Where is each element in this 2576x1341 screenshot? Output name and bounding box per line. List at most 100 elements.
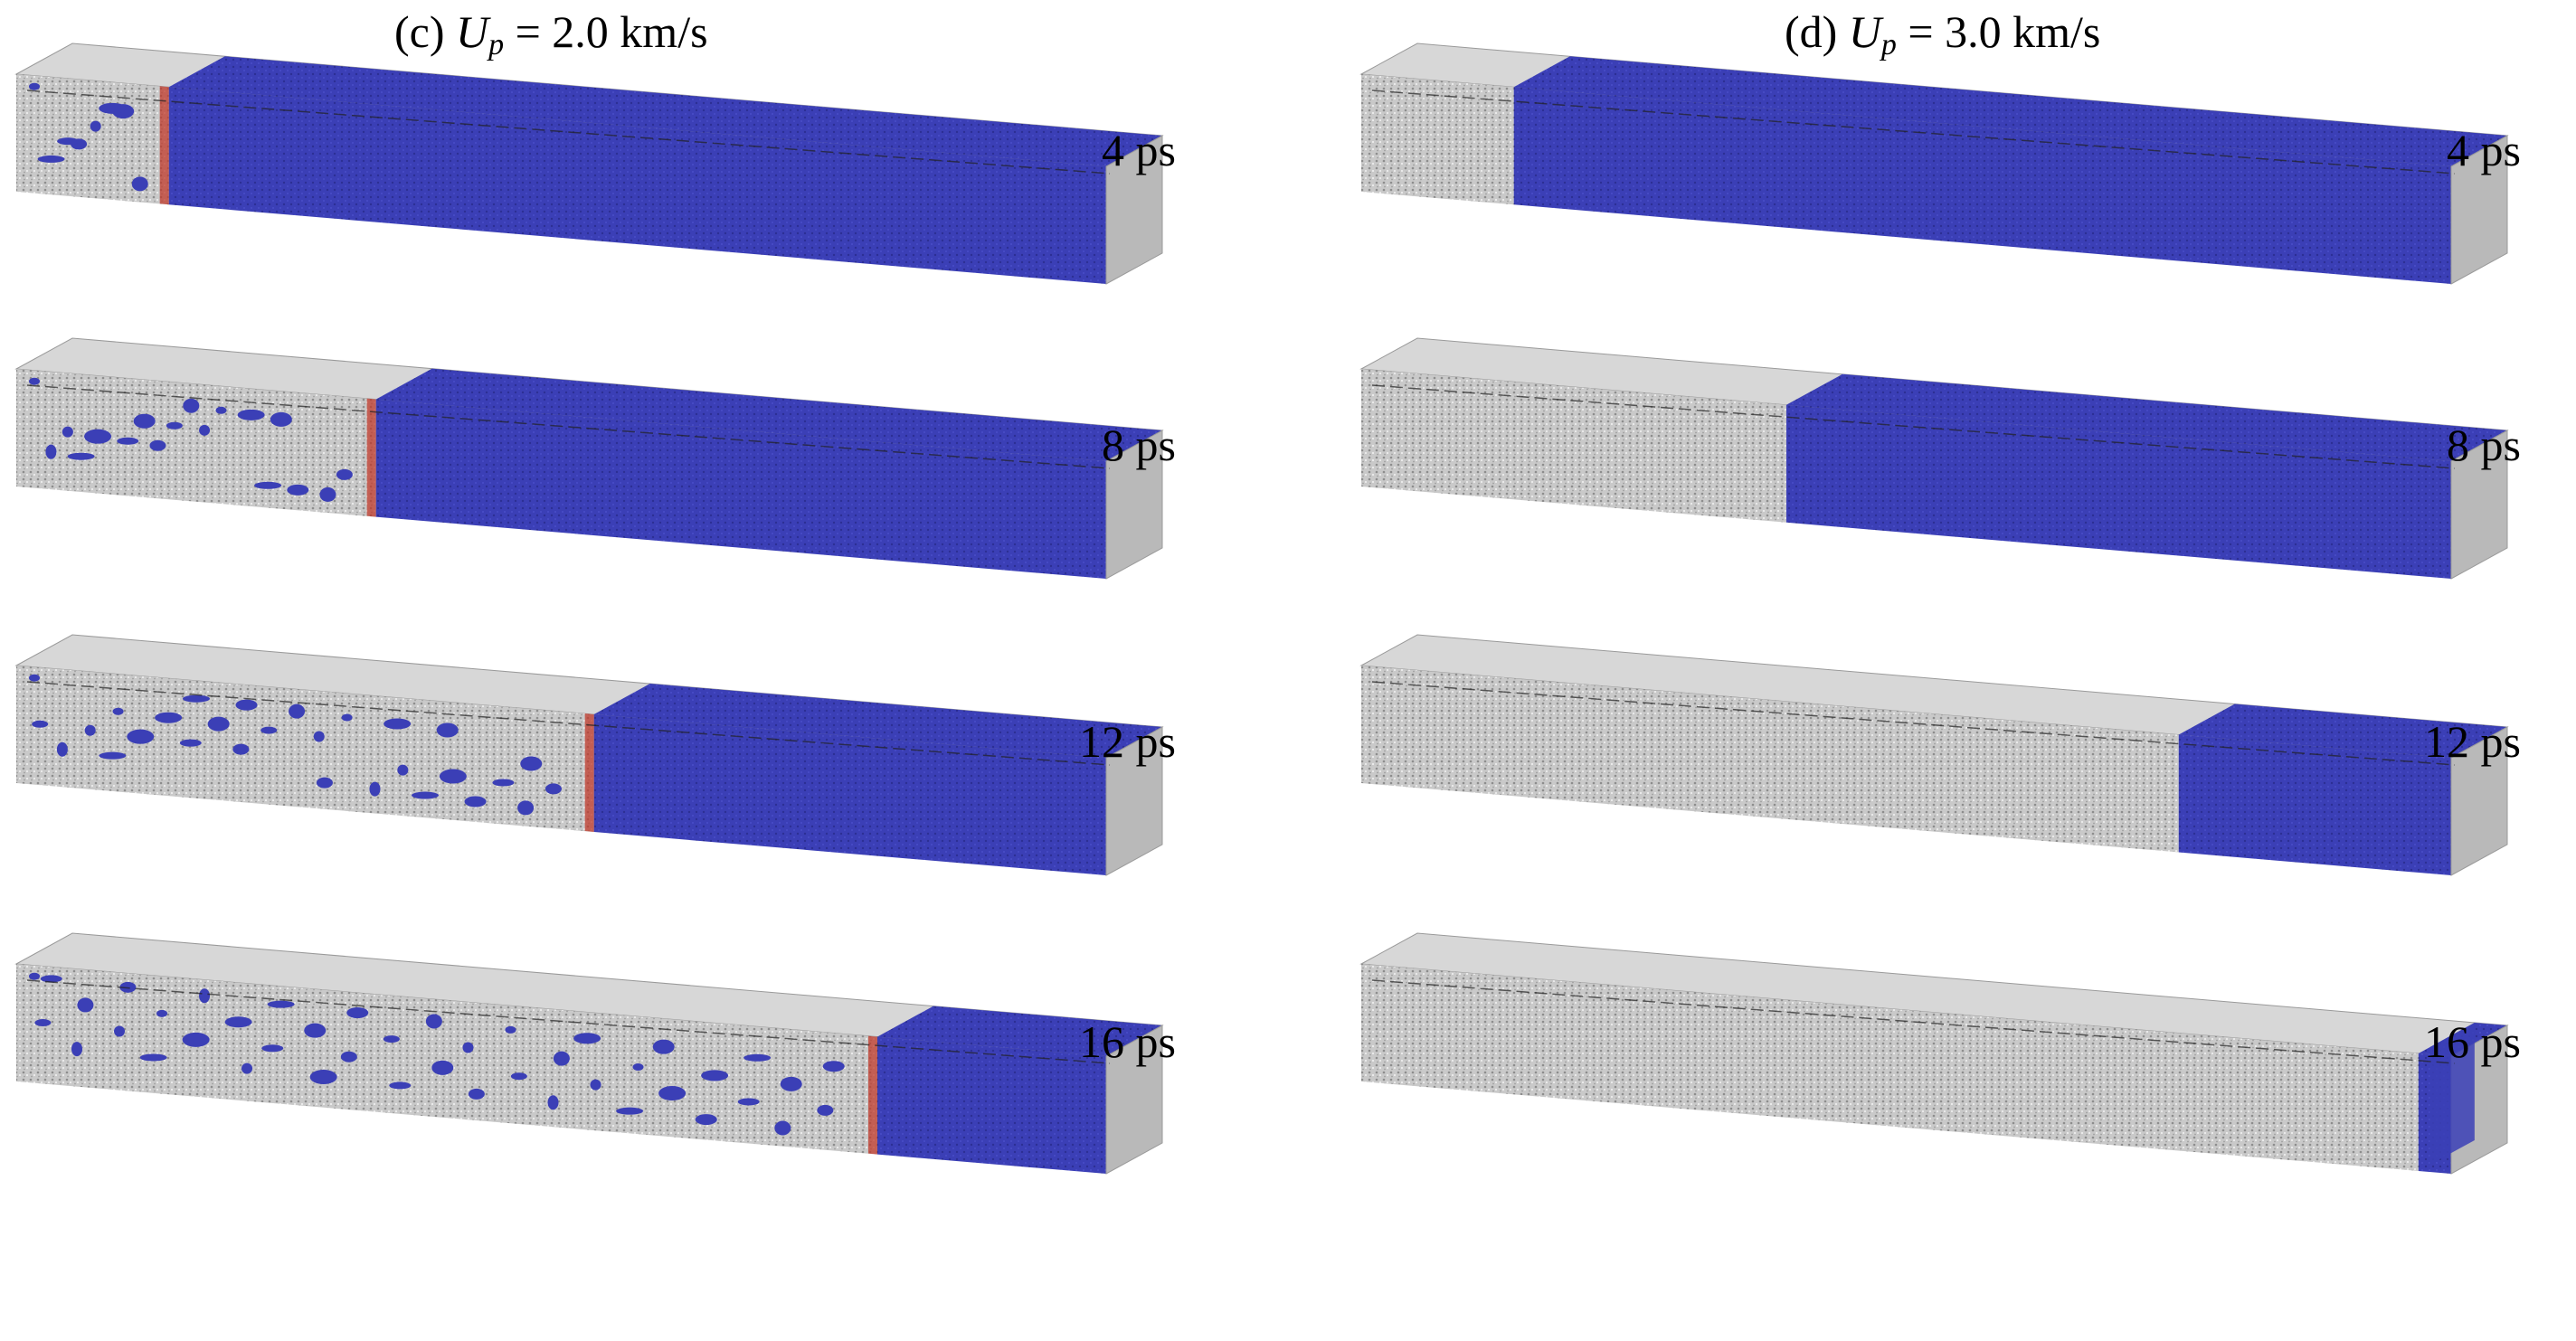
time-label-c-8ps: 8 ps: [1102, 420, 1176, 470]
bar-c-12ps-cluster: [341, 713, 353, 722]
time-label-d-4ps: 4 ps: [2447, 125, 2521, 175]
bar-c-12ps-side-face: [1105, 726, 1163, 876]
bar-c-16ps-cluster: [774, 1120, 791, 1136]
bar-c-12ps-cluster: [29, 674, 40, 682]
bar-c-8ps-shocked-region: [375, 399, 1106, 579]
bar-c-8ps-cluster: [133, 413, 156, 429]
bar-c-16ps-cluster: [425, 1014, 442, 1029]
bar-c-8ps-cluster: [270, 411, 292, 427]
bar-c-4ps-cluster: [90, 120, 101, 132]
bar-c-12ps-cluster: [517, 800, 535, 816]
bar-c-4ps-shocked-region: [168, 87, 1107, 284]
bar-c-8ps-cluster: [319, 486, 336, 502]
bar-d-4ps-top-shocked: [1513, 56, 2507, 166]
bar-c-12ps-cluster: [436, 722, 459, 738]
time-label-d-8ps: 8 ps: [2447, 420, 2521, 470]
bar-c-16ps-cluster: [267, 1000, 295, 1008]
bar-c-4ps-side-face: [1105, 135, 1163, 285]
bar-c-12ps-cluster: [520, 756, 543, 771]
bar-c-16ps-cluster: [658, 1086, 687, 1101]
bar-d-8ps-top-shocked: [1785, 373, 2507, 461]
bar-c-16ps-cluster: [156, 1009, 168, 1017]
bar-c-16ps-cluster: [573, 1033, 601, 1044]
bar-c-8ps-cluster: [166, 421, 183, 430]
bar-c-12ps-interface-band: [584, 713, 594, 833]
bar-c-16ps-cluster: [389, 1081, 412, 1090]
bar-c-4ps-top-shocked: [168, 56, 1163, 166]
bar-c-16ps-cluster: [383, 1035, 400, 1044]
time-label-d-12ps: 12 ps: [2424, 716, 2521, 767]
bar-c-16ps-cluster: [261, 1044, 284, 1053]
bar-c-16ps-cluster: [114, 1025, 126, 1037]
bar-c-16ps-cluster: [71, 1042, 83, 1057]
bar-c-8ps-cluster: [117, 437, 139, 445]
bar-c-12ps-cluster: [492, 779, 515, 787]
bar-c-16ps-cluster: [510, 1072, 527, 1081]
bar-c-12ps-cluster: [545, 783, 562, 795]
bar-c-16ps-cluster: [822, 1061, 845, 1072]
bar-c-8ps-cluster: [67, 452, 95, 460]
bar-c-12ps-cluster: [313, 731, 325, 742]
bar-c-16ps-interface-band: [867, 1035, 877, 1155]
bar-c-4ps-cluster: [99, 102, 127, 114]
panel-c-label: (c): [394, 6, 445, 57]
bar-c-16ps-back-edge: [26, 979, 1111, 1064]
bar-c-16ps-top-shocked: [876, 1006, 1162, 1056]
bar-c-16ps-cluster: [346, 1007, 369, 1019]
bar-c-16ps-cluster: [505, 1025, 516, 1034]
bar-c-12ps-cluster: [179, 739, 202, 747]
bar-d-16ps-back-edge: [1371, 979, 2456, 1064]
bar-c-12ps-cluster: [384, 718, 412, 730]
bar-c-16ps-cluster: [29, 972, 40, 980]
bar-c-8ps-side-face: [1105, 430, 1163, 580]
bar-c-8ps-top-shocked: [375, 368, 1162, 461]
bar-c-8ps-cluster: [149, 439, 166, 451]
bar-d-4ps-side-face: [2450, 135, 2508, 285]
bar-c-12ps-shocked-region: [593, 714, 1106, 875]
bar-c-16ps-cluster: [431, 1060, 454, 1075]
bar-c-8ps-cluster: [254, 481, 282, 489]
bar-d-4ps-unshocked-region: [1361, 74, 1514, 205]
bar-c-16ps-cluster: [590, 1079, 601, 1091]
panel-d-value: = 3.0 km/s: [1908, 6, 2101, 57]
bar-c-8ps-cluster: [237, 409, 265, 420]
bar-c-12ps-cluster: [289, 704, 306, 719]
bar-c-8ps-cluster: [183, 398, 200, 413]
bar-c-12ps-cluster: [99, 751, 127, 760]
bar-c-12ps-cluster: [127, 729, 155, 744]
time-label-c-16ps: 16 ps: [1079, 1016, 1176, 1067]
bar-c-16ps-cluster: [199, 988, 211, 1004]
panel-c-title: (c) Up = 2.0 km/s: [394, 2, 708, 75]
bar-c-16ps-cluster: [40, 975, 62, 983]
bar-c-12ps-cluster: [439, 769, 467, 784]
bar-c-16ps-cluster: [309, 1070, 337, 1085]
bar-c-16ps-cluster: [817, 1104, 834, 1116]
bar-c-8ps-cluster: [45, 444, 57, 459]
bar-c-16ps-shocked-region: [876, 1036, 1106, 1174]
bar-c-12ps-cluster: [232, 743, 250, 755]
bar-c-12ps-cluster: [397, 764, 409, 776]
panel-c-symbol: U: [456, 6, 489, 57]
bar-c-4ps-cluster: [57, 137, 80, 146]
bar-c-8ps-back-edge: [26, 384, 1111, 469]
bar-c-16ps-cluster: [34, 1019, 52, 1027]
bar-c-12ps-cluster: [316, 777, 333, 789]
bar-c-8ps-cluster: [287, 484, 309, 496]
bar-c-16ps-cluster: [553, 1051, 570, 1066]
bar-c-4ps-cluster: [29, 82, 40, 90]
bar-c-12ps-cluster: [464, 796, 487, 807]
bar-d-16ps-unshocked-region: [1361, 964, 2419, 1171]
bar-c-16ps-cluster: [224, 1016, 252, 1028]
bar-c-8ps-cluster: [215, 406, 227, 414]
bar-c-12ps-cluster: [182, 694, 210, 703]
bar-c-8ps-cluster: [62, 426, 73, 438]
bar-d-12ps-top-shocked: [2178, 704, 2507, 758]
bar-c-8ps-unshocked-region: [16, 369, 376, 517]
bar-c-12ps-top-shocked: [593, 684, 1162, 758]
time-label-d-16ps: 16 ps: [2424, 1016, 2521, 1067]
bar-c-12ps-cluster: [56, 741, 68, 757]
bar-c-12ps-cluster: [84, 724, 96, 736]
bar-c-4ps-interface-band: [159, 86, 169, 205]
bar-c-16ps-cluster: [139, 1053, 167, 1062]
